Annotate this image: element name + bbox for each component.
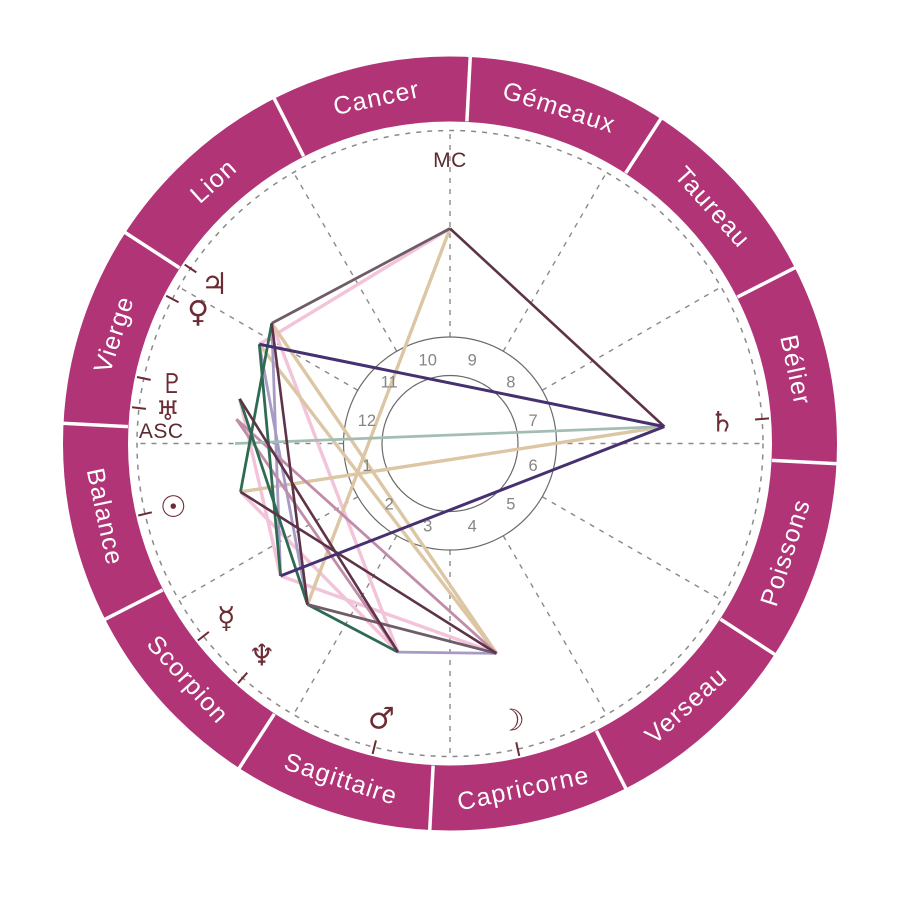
aspect-line-mercury-saturn	[280, 425, 665, 578]
house-number-8: 8	[506, 374, 515, 392]
sign-divider	[465, 55, 473, 122]
planet-glyph-venus: ♀	[187, 295, 209, 330]
planet-tick-venus	[165, 294, 180, 304]
sign-divider	[771, 458, 838, 466]
planet-tick-moon	[515, 742, 521, 757]
angle-label-mc: MC	[433, 149, 467, 172]
house-cusp-line	[541, 286, 722, 391]
aspect-line-uranus-mars	[235, 418, 400, 653]
planet-tick-jupiter	[184, 263, 197, 274]
sign-divider	[624, 117, 663, 174]
sign-divider	[736, 265, 797, 299]
sign-divider	[123, 230, 181, 270]
aspect-line-jupiter-sun	[239, 323, 274, 493]
house-number-6: 6	[528, 457, 537, 475]
planet-glyph-pluto: ♇	[160, 369, 184, 400]
house-cusp-line	[541, 496, 722, 601]
aspect-line-venus-mercury	[257, 344, 282, 576]
zodiac-ring	[63, 56, 837, 831]
planet-tick-sun	[137, 511, 153, 517]
planet-tick-mercury	[197, 631, 210, 642]
aspect-line-mc-jupiter	[271, 227, 451, 325]
house-cusp-line	[178, 496, 359, 601]
aspect-line-venus-moon	[257, 343, 498, 655]
aspect-line-asc-saturn	[234, 425, 665, 445]
aspect-line-venus-neptune	[257, 343, 309, 605]
sign-divider	[427, 765, 435, 832]
planet-tick-uranus	[131, 406, 147, 410]
aspect-line-jupiter-neptune	[270, 323, 309, 605]
sign-divider	[272, 96, 306, 157]
planet-glyph-neptune: ♆	[248, 639, 275, 674]
house-number-3: 3	[423, 518, 432, 536]
angle-label-asc: ASC	[139, 420, 184, 443]
planet-glyph-uranus: ♅	[156, 396, 180, 427]
house-number-12: 12	[358, 412, 376, 430]
house-cusp-line	[292, 172, 398, 352]
house-cusp-line	[502, 172, 608, 352]
aspect-line-neptune-moon	[307, 603, 497, 655]
planet-glyph-sun: ☉	[160, 490, 187, 525]
aspect-line-neptune-mars	[306, 603, 399, 654]
planet-glyph-mars: ♂	[368, 702, 395, 737]
aspect-line-mc-venus	[258, 227, 451, 346]
aspect-line-mc-neptune	[305, 227, 452, 606]
planet-tick-saturn	[754, 417, 770, 421]
house-number-10: 10	[419, 351, 437, 369]
planet-glyph-moon: ☽	[498, 703, 525, 738]
sign-divider	[237, 713, 276, 770]
sign-divider	[62, 421, 129, 429]
house-number-1: 1	[362, 457, 371, 475]
house-number-5: 5	[506, 495, 515, 513]
zodiac-dashed-circle	[136, 129, 764, 758]
house-number-2: 2	[385, 495, 394, 513]
aspect-line-sun-moon	[239, 490, 498, 655]
sign-divider	[719, 617, 777, 657]
aspect-line-mars-moon	[397, 650, 497, 655]
house-number-4: 4	[468, 518, 477, 536]
aspect-line-pluto-mars	[238, 398, 400, 653]
aspect-line-jupiter-mars	[270, 322, 400, 653]
house-number-7: 7	[528, 412, 537, 430]
planet-tick-neptune	[237, 672, 248, 684]
aspect-line-venus-saturn	[258, 342, 665, 429]
planet-glyph-mercury: ☿	[217, 601, 235, 636]
house-cusp-line	[502, 535, 608, 715]
aspect-line-mercury-moon	[280, 574, 498, 656]
aspect-line-mc-saturn	[449, 227, 666, 428]
planet-tick-mars	[371, 740, 377, 755]
planet-glyph-saturn: ♄	[710, 406, 735, 439]
house-number-11: 11	[381, 374, 398, 392]
sign-divider	[594, 730, 628, 791]
aspect-line-sun-saturn	[240, 424, 665, 494]
aspect-line-uranus-moon	[235, 418, 498, 655]
aspect-line-jupiter-moon	[270, 322, 498, 655]
planet-glyph-jupiter: ♃	[201, 267, 228, 302]
planet-tick-pluto	[136, 375, 151, 381]
house-number-9: 9	[468, 351, 477, 369]
aspect-line-jupiter-mercury	[270, 323, 282, 576]
sign-divider	[103, 588, 164, 622]
